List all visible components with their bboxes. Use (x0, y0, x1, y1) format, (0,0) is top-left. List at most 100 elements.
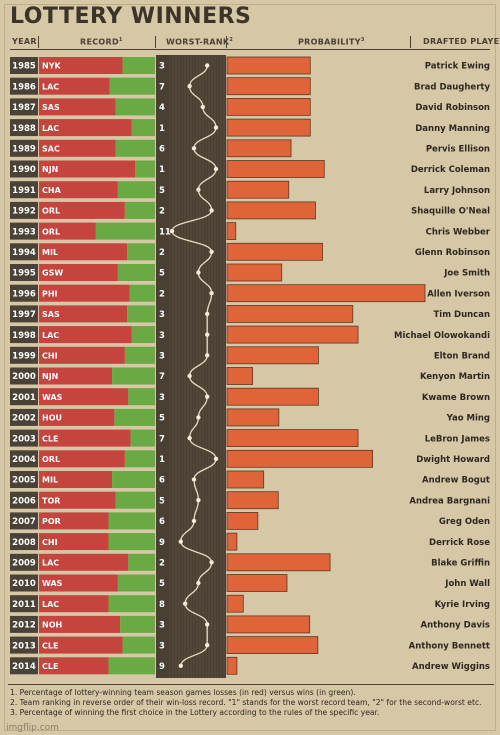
rank-dot (213, 166, 219, 172)
rank-label: 3 (159, 393, 165, 403)
player-name: Kyrie Irving (435, 600, 490, 610)
player-name: Shaquille O'Neal (411, 207, 490, 217)
footnote-1: 1. Percentage of lottery-winning team se… (10, 688, 356, 697)
team-label: CHI (42, 352, 58, 361)
footnote-2: 2. Team ranking in reverse order of thei… (10, 698, 482, 707)
record-loss-bar (39, 160, 136, 178)
record-win-bar (117, 181, 155, 199)
rank-dot (191, 477, 197, 482)
year-cell (10, 533, 38, 551)
rank-label: 5 (159, 414, 165, 424)
year-label: 2006 (12, 496, 36, 506)
rank-dot (205, 622, 210, 627)
probability-bar (226, 615, 311, 634)
year-label: 2012 (12, 621, 36, 631)
rank-label: 9 (159, 662, 165, 672)
record-loss-bar (39, 408, 115, 426)
probability-bar (226, 180, 290, 199)
record-loss-bar (39, 139, 116, 157)
year-label: 2005 (12, 476, 36, 486)
rank-label: 3 (159, 621, 165, 631)
player-name: Kwame Brown (422, 393, 490, 403)
year-cell (10, 284, 38, 302)
player-name: Michael Olowokandi (394, 331, 490, 341)
probability-bar (226, 222, 237, 241)
player-name: Tim Duncan (433, 310, 490, 320)
rank-dot (213, 456, 219, 461)
rank-label: 6 (159, 517, 165, 527)
record-loss-bar (39, 574, 118, 592)
team-label: ORL (42, 207, 60, 216)
year-label: 2003 (12, 434, 36, 444)
rank-label: 1 (159, 165, 165, 175)
player-name: Glenn Robinson (415, 248, 490, 258)
record-loss-bar (39, 201, 125, 219)
record-loss-bar (39, 346, 125, 364)
year-label: 2001 (12, 393, 36, 403)
header-rule (10, 49, 490, 50)
rank-dot (187, 373, 192, 379)
year-cell (10, 574, 38, 592)
header-divider (410, 36, 411, 48)
year-cell (10, 98, 38, 116)
rank-dot (178, 539, 183, 544)
rank-label: 8 (159, 600, 165, 610)
rank-label: 5 (159, 579, 165, 589)
player-name: Andrew Bogut (422, 476, 490, 486)
year-cell (10, 305, 38, 323)
record-loss-bar (39, 553, 129, 571)
player-name: Dwight Howard (416, 455, 490, 465)
probability-bar (226, 408, 280, 427)
year-label: 1987 (12, 103, 36, 113)
team-label: GSW (42, 269, 63, 278)
player-name: Kenyon Martin (420, 372, 490, 382)
record-win-bar (115, 98, 155, 116)
record-loss-bar (39, 284, 130, 302)
player-name: Derrick Coleman (411, 165, 490, 175)
team-label: PHI (42, 289, 58, 298)
record-win-bar (128, 553, 155, 571)
rank-label: 3 (159, 352, 165, 362)
rank-label: 9 (159, 538, 165, 548)
team-label: POR (42, 517, 61, 526)
rank-dot (196, 415, 201, 420)
year-label: 2007 (12, 517, 36, 527)
rank-dot (200, 104, 205, 110)
rank-label: 4 (159, 103, 165, 113)
player-name: Joe Smith (443, 269, 490, 279)
rank-dot (205, 394, 210, 399)
year-cell (10, 450, 38, 468)
year-cell (10, 429, 38, 447)
record-loss-bar (39, 77, 110, 95)
rank-label: 2 (159, 248, 165, 258)
year-cell (10, 553, 38, 571)
probability-bar (226, 553, 331, 572)
year-cell (10, 243, 38, 261)
record-loss-bar (39, 57, 123, 74)
probability-bar (226, 160, 325, 178)
rank-label: 6 (159, 476, 165, 486)
year-label: 2010 (12, 579, 36, 589)
rank-dot (209, 560, 214, 565)
player-name: Anthony Bennett (409, 641, 490, 651)
record-win-bar (122, 636, 155, 654)
record-loss-bar (39, 243, 128, 261)
team-label: LAC (42, 331, 59, 340)
year-label: 1986 (12, 82, 36, 92)
probability-bar (226, 429, 359, 448)
record-win-bar (109, 77, 155, 95)
year-cell (10, 346, 38, 364)
record-loss-bar (39, 305, 128, 323)
rank-dot (209, 249, 214, 254)
year-cell (10, 139, 38, 157)
year-cell (10, 615, 38, 633)
probability-bar (226, 139, 292, 158)
probability-bar (226, 594, 244, 613)
team-label: NJN (42, 372, 58, 381)
team-label: CHA (42, 186, 62, 195)
rank-label: 2 (159, 207, 165, 217)
rank-label: 1 (159, 124, 165, 134)
year-cell (10, 367, 38, 385)
year-cell (10, 326, 38, 344)
rank-label: 2 (159, 289, 165, 299)
